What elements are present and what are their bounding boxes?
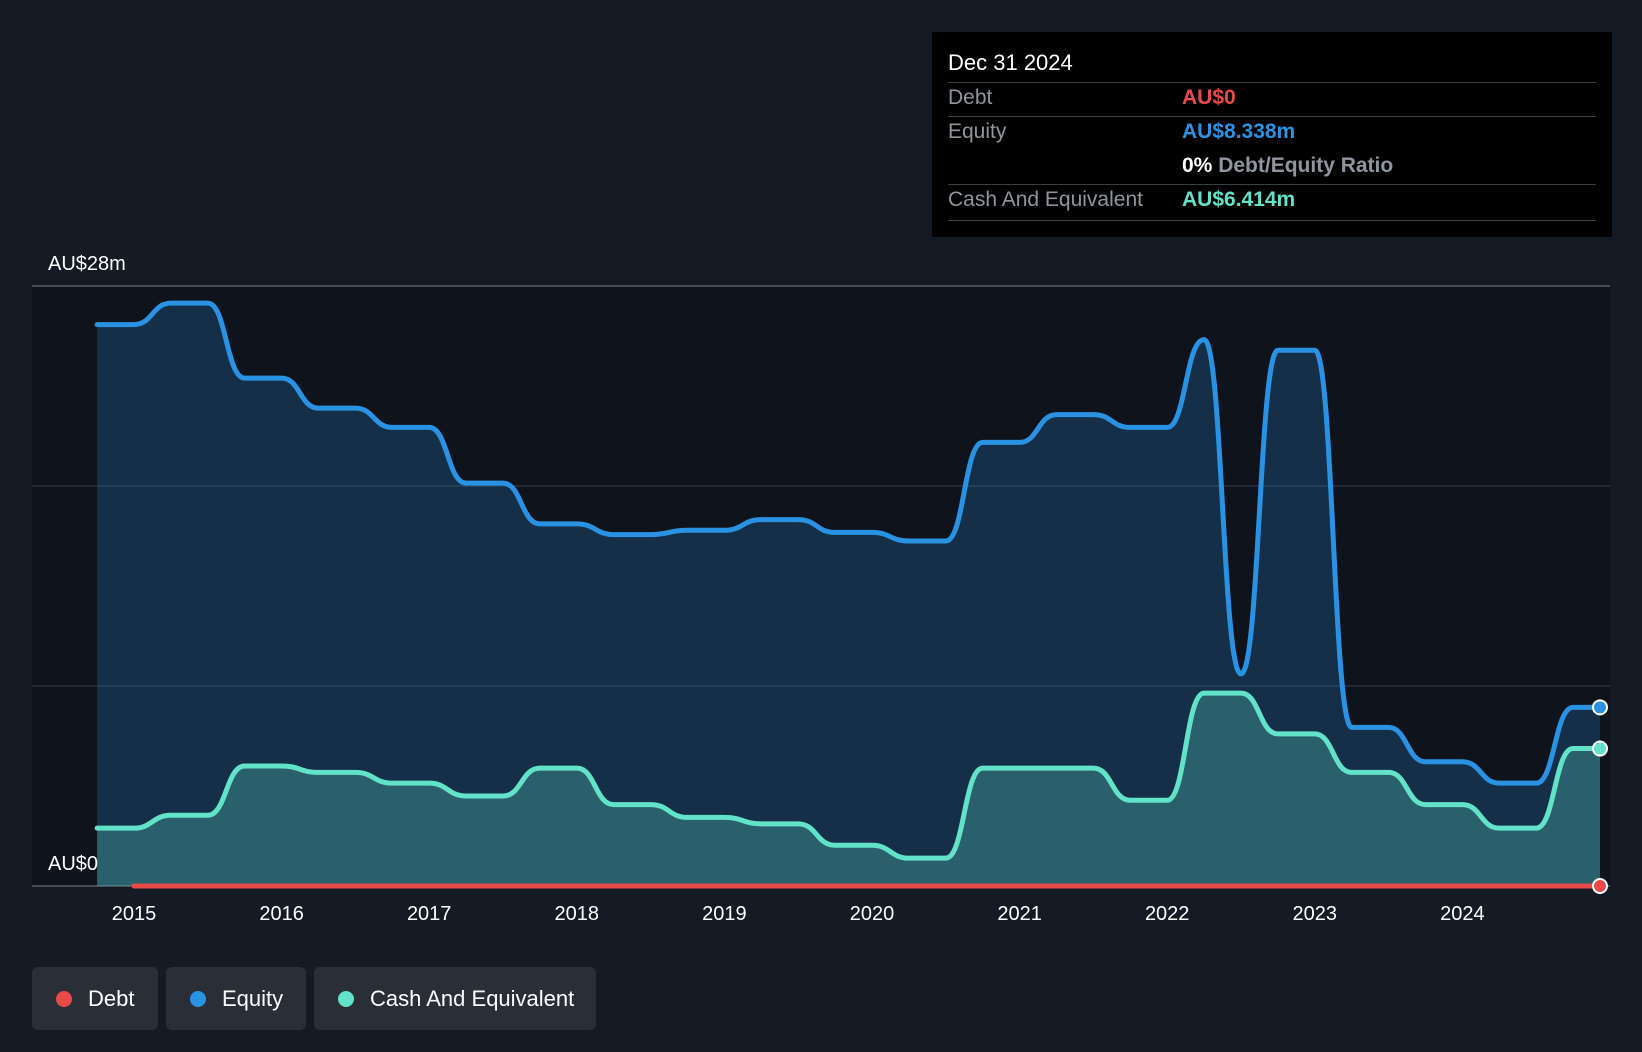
tooltip-cash-label: Cash And Equivalent bbox=[948, 188, 1143, 211]
cash-and-equivalent-end-marker bbox=[1592, 740, 1608, 757]
x-tick-label: 2018 bbox=[555, 903, 600, 925]
equity-end-marker bbox=[1592, 699, 1608, 716]
tooltip-debt-value: AU$0 bbox=[1182, 86, 1236, 109]
end-markers bbox=[1592, 699, 1608, 894]
x-tick-label: 2022 bbox=[1145, 903, 1190, 925]
tooltip-debt-label: Debt bbox=[948, 86, 993, 109]
tooltip-panel: Dec 31 2024 Debt AU$0 Equity AU$8.338m 0… bbox=[932, 32, 1612, 237]
tooltip-ratio-label: Debt/Equity Ratio bbox=[1218, 154, 1394, 177]
series-areas bbox=[97, 303, 1601, 887]
cash-legend-dot bbox=[338, 990, 354, 1007]
x-tick-label: 2017 bbox=[407, 903, 452, 925]
tooltip-date: Dec 31 2024 bbox=[948, 50, 1073, 75]
tooltip-equity-value: AU$8.338m bbox=[1182, 120, 1296, 143]
x-tick-label: 2015 bbox=[112, 903, 157, 925]
tooltip-divider bbox=[948, 116, 1596, 117]
equity-legend-dot bbox=[190, 990, 206, 1007]
tooltip-equity-label: Equity bbox=[948, 120, 1007, 143]
tooltip-divider bbox=[948, 220, 1596, 221]
tooltip-cash-value: AU$6.414m bbox=[1182, 188, 1296, 211]
x-tick-label: 2016 bbox=[259, 903, 304, 925]
tooltip-ratio: 0% Debt/Equity Ratio bbox=[1182, 154, 1393, 178]
legend-equity-label: Equity bbox=[222, 985, 284, 1011]
tooltip-divider bbox=[948, 82, 1596, 83]
debt-legend-dot bbox=[56, 990, 72, 1007]
equity-line bbox=[94, 300, 1603, 786]
cash-and-equivalent-line bbox=[94, 690, 1603, 861]
equity-area bbox=[97, 303, 1601, 887]
legend-cash-label: Cash And Equivalent bbox=[370, 985, 575, 1011]
x-tick-label: 2023 bbox=[1293, 903, 1338, 925]
cash-and-equivalent-area bbox=[97, 693, 1601, 886]
tooltip-ratio-value: 0% bbox=[1182, 154, 1213, 177]
legend-debt-label: Debt bbox=[88, 985, 135, 1011]
tooltip-divider bbox=[948, 184, 1596, 185]
x-tick-label: 2020 bbox=[850, 903, 895, 925]
legend-debt[interactable]: Debt bbox=[32, 967, 158, 1030]
legend-cash[interactable]: Cash And Equivalent bbox=[314, 967, 596, 1030]
series-lines bbox=[94, 300, 1603, 889]
debt-end-marker bbox=[1592, 878, 1608, 894]
x-axis-ticks: 2015 2016 2017 2018 2019 2020 2021 2022 2023 2024 bbox=[112, 903, 1485, 925]
x-tick-label: 2021 bbox=[997, 903, 1042, 925]
y-bottom-label: AU$0 bbox=[48, 853, 98, 875]
x-tick-label: 2024 bbox=[1440, 903, 1485, 925]
x-tick-label: 2019 bbox=[702, 903, 747, 925]
debt-equity-chart: 2015 2016 2017 2018 2019 2020 2021 2022 2023 2024… bbox=[32, 253, 1610, 925]
y-top-label: AU$28m bbox=[48, 253, 126, 275]
legend-equity[interactable]: Equity bbox=[166, 967, 306, 1030]
